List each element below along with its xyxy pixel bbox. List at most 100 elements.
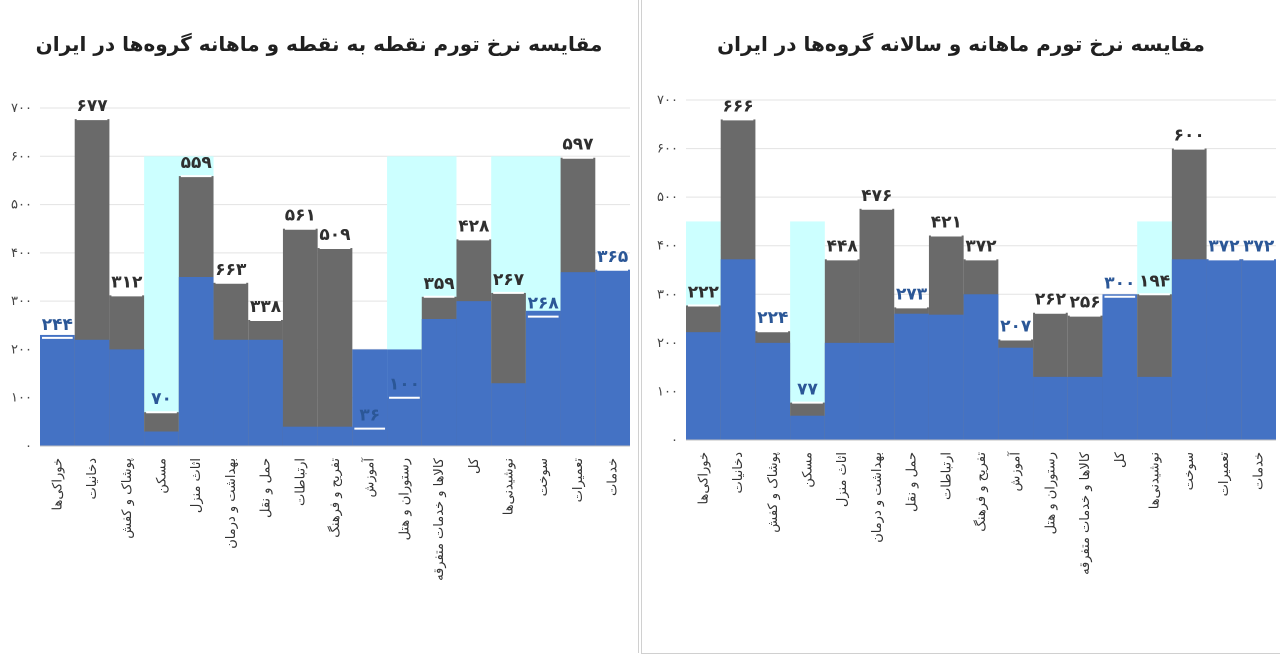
chart-title-left: مقایسه نرخ تورم نقطه به نقطه و ماهانه گر… xyxy=(35,32,603,56)
bar-series-2 xyxy=(755,342,791,440)
x-category-label: تفریح و فرهنگ xyxy=(327,458,343,538)
bar-series-2 xyxy=(1067,376,1103,440)
bar-series-2 xyxy=(421,319,457,446)
x-category-label: ارتباطات xyxy=(939,452,954,500)
bar-series-2 xyxy=(595,269,630,446)
bar-data-label: ۳۰۰ xyxy=(1104,274,1135,294)
bar-series-2 xyxy=(456,301,492,446)
x-category-label: آموزش xyxy=(361,457,378,498)
bar-data-label: ۶۰۰ xyxy=(1174,126,1205,146)
bar-data-label: ۳۷۲ xyxy=(965,236,997,256)
bar-series-2 xyxy=(144,431,179,446)
bar-series-2 xyxy=(1033,376,1068,440)
bar-series-2 xyxy=(491,383,526,446)
chart-panel-right: مقایسه نرخ تورم ماهانه و سالانه گروه‌ها … xyxy=(641,0,1280,654)
bar-series-2 xyxy=(213,339,249,446)
bar-data-label: ۲۰۷ xyxy=(1000,316,1032,336)
bar-data-label: ۵۶۱ xyxy=(285,206,316,226)
chart-right: ۰ ۱۰۰ ۲۰۰ ۳۰۰ ۴۰۰ ۵۰۰ ۶۰۰ ۷۰۰ ۲۲۲ خوراکی‌ها ۶۶۶ دخا… xyxy=(657,93,1276,575)
bar-series-2 xyxy=(1171,259,1207,440)
y-tick-label: ۵۰۰ xyxy=(11,198,32,213)
y-tick-label: ۴۰۰ xyxy=(657,239,678,254)
x-category-label: اثاث منزل xyxy=(189,458,204,513)
chart-title-right: مقایسه نرخ تورم ماهانه و سالانه گروه‌ها … xyxy=(717,32,1205,56)
x-category-label: تعمیرات xyxy=(1217,452,1232,497)
bar-series-2 xyxy=(282,426,318,446)
x-category-label: کالاها و خدمات متفرقه xyxy=(1078,451,1093,575)
x-category-label: خوراکی‌ها xyxy=(50,458,65,510)
bar-data-label: ۶۶۳ xyxy=(215,260,247,280)
x-category-label: دخانیات xyxy=(85,458,100,500)
x-category-label: اثاث منزل xyxy=(835,452,850,507)
bar-data-label: ۴۲۸ xyxy=(458,216,490,236)
bar-data-label: ۷۰ xyxy=(151,389,172,409)
bar-data-label: ۳۷۲ xyxy=(1208,236,1240,256)
bar-data-label: ۳۶ xyxy=(359,406,380,426)
x-category-label: پوشاک و کفش xyxy=(120,458,135,539)
bar-data-label: ۱۹۴ xyxy=(1139,271,1170,291)
y-tick-label: ۰ xyxy=(25,439,32,454)
x-category-label: دخانیات xyxy=(731,452,746,494)
bar-series-2 xyxy=(894,313,929,440)
bar-series-2 xyxy=(1102,294,1138,440)
bar-series-2 xyxy=(40,334,75,446)
bar-series-2 xyxy=(998,347,1034,440)
y-tick-label: ۶۰۰ xyxy=(657,142,678,157)
x-category-label: نوشیدنی‌ها xyxy=(1148,452,1163,509)
x-category-label: حمل و نقل xyxy=(259,458,274,518)
bar-series-2 xyxy=(1241,259,1276,440)
bar-series-2 xyxy=(560,272,596,446)
bar-data-label: ۵۹۷ xyxy=(562,135,594,155)
x-category-label: مسکن xyxy=(154,458,169,494)
bar-series-2 xyxy=(824,342,860,440)
y-tick-label: ۷۰۰ xyxy=(11,101,32,116)
bar-data-label: ۶۷۷ xyxy=(76,96,108,116)
bar-data-label: ۴۲۱ xyxy=(931,213,962,233)
bar-data-label: ۳۱۲ xyxy=(111,272,143,292)
x-category-label: پوشاک و کفش xyxy=(766,452,781,533)
bar-series-2 xyxy=(790,415,825,440)
x-category-label: رستوران و هتل xyxy=(1043,452,1058,534)
x-category-label: کل xyxy=(1113,451,1128,468)
bar-series-1 xyxy=(282,228,318,446)
x-category-label: کالاها و خدمات متفرقه xyxy=(432,457,447,581)
bar-series-2 xyxy=(317,426,353,446)
bar-data-label: ۳۵۹ xyxy=(424,274,456,294)
bar-series-2 xyxy=(109,349,145,446)
bar-series-2 xyxy=(248,339,283,446)
y-tick-label: ۵۰۰ xyxy=(657,190,678,205)
y-tick-label: ۲۰۰ xyxy=(11,342,32,357)
x-category-label: ارتباطات xyxy=(293,458,308,506)
bar-data-label: ۲۲۲ xyxy=(688,282,720,302)
bar-data-label: ۶۶۶ xyxy=(722,96,753,116)
y-tick-label: ۶۰۰ xyxy=(11,149,32,164)
x-category-label: خدمات xyxy=(606,458,621,496)
x-category-label: حمل و نقل xyxy=(905,452,920,512)
chart-panel-left: مقایسه نرخ تورم نقطه به نقطه و ماهانه گر… xyxy=(0,0,639,653)
bar-series-2 xyxy=(352,349,388,446)
bar-data-label: ۲۲۴ xyxy=(757,308,788,328)
bar-series-2 xyxy=(74,339,110,446)
bar-data-label: ۵۵۹ xyxy=(181,153,213,173)
bar-data-label: ۴۷۶ xyxy=(861,186,892,206)
bar-data-label: ۲۵۶ xyxy=(1070,293,1101,313)
y-tick-label: ۷۰۰ xyxy=(657,93,678,108)
bar-data-label: ۷۷ xyxy=(797,380,818,400)
bar-data-label: ۳۶۵ xyxy=(597,247,628,267)
bar-series-2 xyxy=(859,342,895,440)
bar-data-label: ۲۴۴ xyxy=(42,315,73,335)
y-tick-label: ۳۰۰ xyxy=(657,287,678,302)
bar-series-2 xyxy=(1137,376,1172,440)
x-category-label: بهداشت و درمان xyxy=(224,458,239,549)
x-category-label: خوراکی‌ها xyxy=(696,452,711,504)
x-category-label: خدمات xyxy=(1252,452,1267,490)
bar-series-2 xyxy=(720,259,756,440)
bar-series-2 xyxy=(928,314,964,440)
x-category-label: سوخت xyxy=(536,458,551,496)
bar-series-2 xyxy=(525,310,561,446)
y-tick-label: ۲۰۰ xyxy=(657,336,678,351)
bar-series-2 xyxy=(686,332,721,440)
bar-series-2 xyxy=(178,277,214,446)
x-category-label: نوشیدنی‌ها xyxy=(502,458,517,515)
bar-data-label: ۲۶۷ xyxy=(493,270,525,290)
